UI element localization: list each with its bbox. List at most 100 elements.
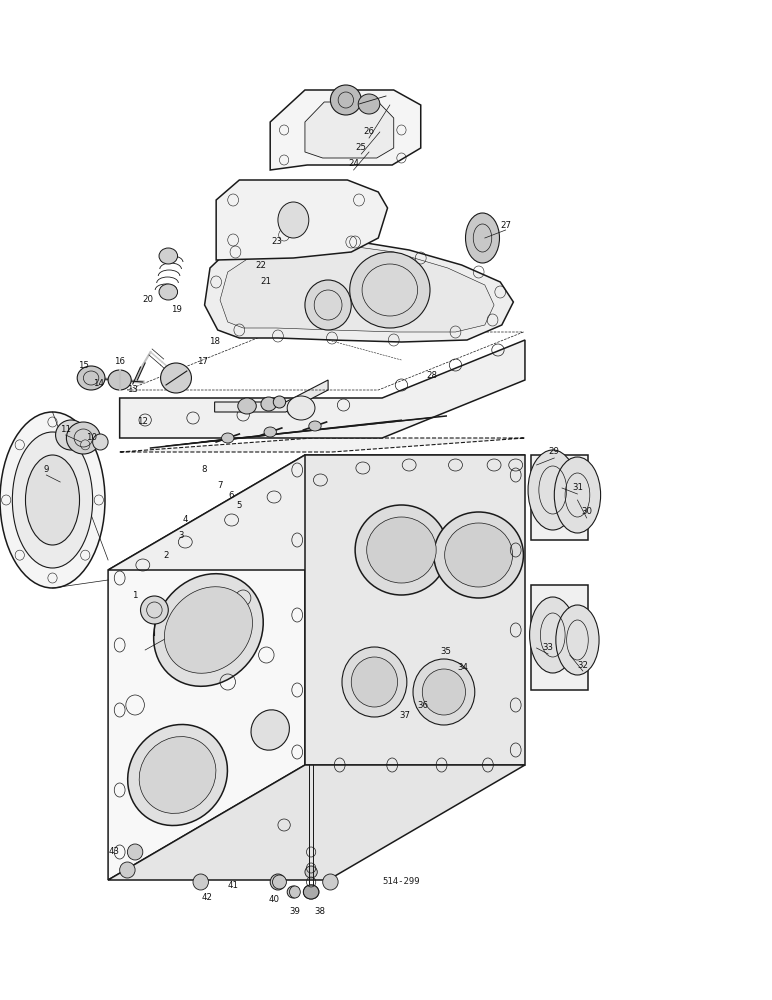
Ellipse shape xyxy=(159,284,178,300)
Ellipse shape xyxy=(290,886,300,898)
Text: 29: 29 xyxy=(549,448,560,456)
Text: 21: 21 xyxy=(261,277,272,286)
Ellipse shape xyxy=(367,517,436,583)
Ellipse shape xyxy=(25,455,80,545)
Polygon shape xyxy=(108,455,305,880)
Text: 7: 7 xyxy=(217,481,223,489)
Text: 16: 16 xyxy=(114,358,125,366)
Text: 3: 3 xyxy=(178,530,185,540)
Polygon shape xyxy=(120,438,525,452)
Ellipse shape xyxy=(139,737,216,813)
Ellipse shape xyxy=(261,397,276,411)
Ellipse shape xyxy=(556,605,599,675)
Ellipse shape xyxy=(554,457,601,533)
Text: 31: 31 xyxy=(572,484,583,492)
Ellipse shape xyxy=(159,248,178,264)
Polygon shape xyxy=(216,180,388,260)
Ellipse shape xyxy=(0,412,105,588)
Ellipse shape xyxy=(305,866,317,878)
Ellipse shape xyxy=(303,885,319,899)
Ellipse shape xyxy=(273,875,286,889)
Ellipse shape xyxy=(445,523,513,587)
Text: 37: 37 xyxy=(400,710,411,720)
Text: 33: 33 xyxy=(543,644,554,652)
Text: 14: 14 xyxy=(93,379,104,388)
Ellipse shape xyxy=(154,574,263,686)
Ellipse shape xyxy=(120,862,135,878)
Ellipse shape xyxy=(251,710,290,750)
Text: 12: 12 xyxy=(137,418,148,426)
Polygon shape xyxy=(215,380,328,412)
Text: 41: 41 xyxy=(228,880,239,890)
Polygon shape xyxy=(531,585,588,690)
Ellipse shape xyxy=(93,434,108,450)
Text: 19: 19 xyxy=(171,306,181,314)
Ellipse shape xyxy=(287,886,300,898)
Ellipse shape xyxy=(141,596,168,624)
Ellipse shape xyxy=(270,874,286,890)
Text: 22: 22 xyxy=(256,261,266,270)
Ellipse shape xyxy=(193,874,208,890)
Text: 24: 24 xyxy=(348,159,359,168)
Text: 17: 17 xyxy=(197,358,208,366)
Text: 27: 27 xyxy=(500,221,511,230)
Ellipse shape xyxy=(422,669,466,715)
Ellipse shape xyxy=(12,432,93,568)
Ellipse shape xyxy=(434,512,523,598)
Text: 4: 4 xyxy=(182,516,188,524)
Text: 15: 15 xyxy=(78,360,89,369)
Ellipse shape xyxy=(330,85,361,115)
Text: 32: 32 xyxy=(577,660,588,670)
Polygon shape xyxy=(120,340,525,438)
Polygon shape xyxy=(220,242,494,332)
Polygon shape xyxy=(531,455,588,540)
Text: 43: 43 xyxy=(109,848,120,856)
Text: 20: 20 xyxy=(143,296,154,304)
Polygon shape xyxy=(305,455,525,765)
Text: 9: 9 xyxy=(44,466,49,475)
Text: 18: 18 xyxy=(209,338,220,347)
Text: 2: 2 xyxy=(163,550,169,560)
Ellipse shape xyxy=(351,657,398,707)
Text: 30: 30 xyxy=(581,508,592,516)
Ellipse shape xyxy=(305,280,351,330)
Text: 6: 6 xyxy=(229,490,235,499)
Ellipse shape xyxy=(309,421,321,431)
Text: 25: 25 xyxy=(356,143,367,152)
Text: 28: 28 xyxy=(427,370,438,379)
Ellipse shape xyxy=(355,505,448,595)
Ellipse shape xyxy=(273,396,286,408)
Ellipse shape xyxy=(358,94,380,114)
Text: 1: 1 xyxy=(132,590,138,599)
Polygon shape xyxy=(108,765,525,880)
Text: 10: 10 xyxy=(86,434,96,442)
Ellipse shape xyxy=(222,433,234,443)
Text: 40: 40 xyxy=(269,896,279,904)
Text: 38: 38 xyxy=(315,908,326,916)
Ellipse shape xyxy=(342,647,407,717)
Ellipse shape xyxy=(323,874,338,890)
Ellipse shape xyxy=(164,587,252,673)
Text: 39: 39 xyxy=(290,908,300,916)
Ellipse shape xyxy=(56,420,86,450)
Text: 5: 5 xyxy=(236,500,242,510)
Text: 23: 23 xyxy=(271,237,282,246)
Text: 514-299: 514-299 xyxy=(383,878,420,886)
Ellipse shape xyxy=(77,366,105,390)
Text: 26: 26 xyxy=(364,127,374,136)
Text: 8: 8 xyxy=(201,466,208,475)
Ellipse shape xyxy=(161,363,191,393)
Ellipse shape xyxy=(238,398,256,414)
Ellipse shape xyxy=(127,724,228,826)
Ellipse shape xyxy=(528,450,577,530)
Ellipse shape xyxy=(466,213,499,263)
Ellipse shape xyxy=(303,885,319,899)
Ellipse shape xyxy=(127,844,143,860)
Text: 42: 42 xyxy=(201,894,212,902)
Text: 34: 34 xyxy=(458,664,469,672)
Ellipse shape xyxy=(278,202,309,238)
Text: 36: 36 xyxy=(418,700,428,710)
Polygon shape xyxy=(305,102,394,158)
Text: 13: 13 xyxy=(127,385,138,394)
Ellipse shape xyxy=(264,427,276,437)
